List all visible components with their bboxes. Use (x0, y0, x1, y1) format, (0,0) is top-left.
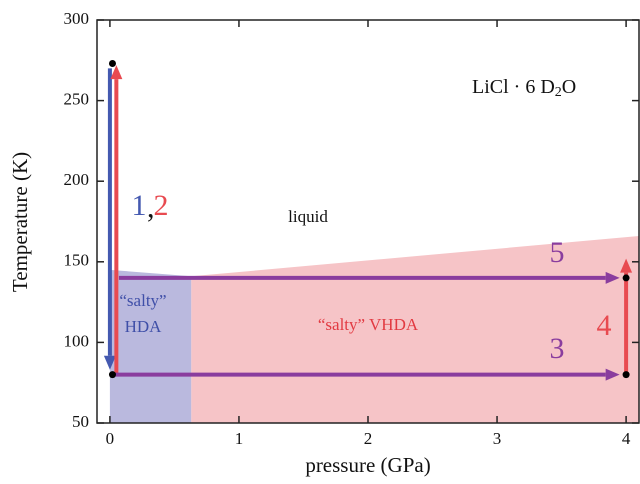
x-tick-label: 4 (622, 429, 631, 448)
state-point (622, 274, 630, 282)
arrow-label: 5 (550, 236, 565, 269)
arrow-label: 1 (132, 189, 147, 222)
y-tick-label: 100 (64, 331, 90, 350)
arrow-head (605, 368, 620, 381)
y-tick-label: 250 (64, 90, 90, 109)
label-separator: , (147, 191, 155, 224)
y-tick-label: 200 (64, 170, 90, 189)
y-tick-label: 150 (64, 251, 90, 270)
x-tick-label: 1 (235, 429, 244, 448)
arrow-label: 3 (550, 332, 565, 365)
arrow-head (620, 258, 633, 273)
compound-subscript: 2 (555, 85, 562, 100)
arrow-head (103, 355, 116, 370)
y-tick-label: 50 (72, 412, 89, 431)
x-tick-label: 3 (493, 429, 502, 448)
liquid-label: liquid (288, 207, 328, 226)
state-point (108, 60, 116, 68)
compound-label: LiCl · 6 D2O (472, 76, 576, 101)
y-axis-label: Temperature (K) (8, 152, 32, 292)
arrow-head (110, 65, 123, 80)
x-tick-label: 2 (364, 429, 373, 448)
region (109, 269, 192, 423)
arrow-label: 4 (597, 309, 612, 342)
region-label: “salty” HDA (119, 291, 166, 336)
region-label: “salty” VHDA (318, 315, 419, 334)
arrow-label: 2 (154, 189, 169, 222)
compound-suffix: O (562, 76, 576, 98)
x-tick-label: 0 (106, 429, 115, 448)
x-axis-label: pressure (GPa) (305, 453, 430, 477)
state-point (622, 371, 630, 379)
arrow-head (605, 271, 620, 284)
y-tick-label: 300 (64, 9, 90, 28)
compound-text: LiCl · 6 D (472, 76, 555, 98)
state-point (108, 371, 116, 379)
